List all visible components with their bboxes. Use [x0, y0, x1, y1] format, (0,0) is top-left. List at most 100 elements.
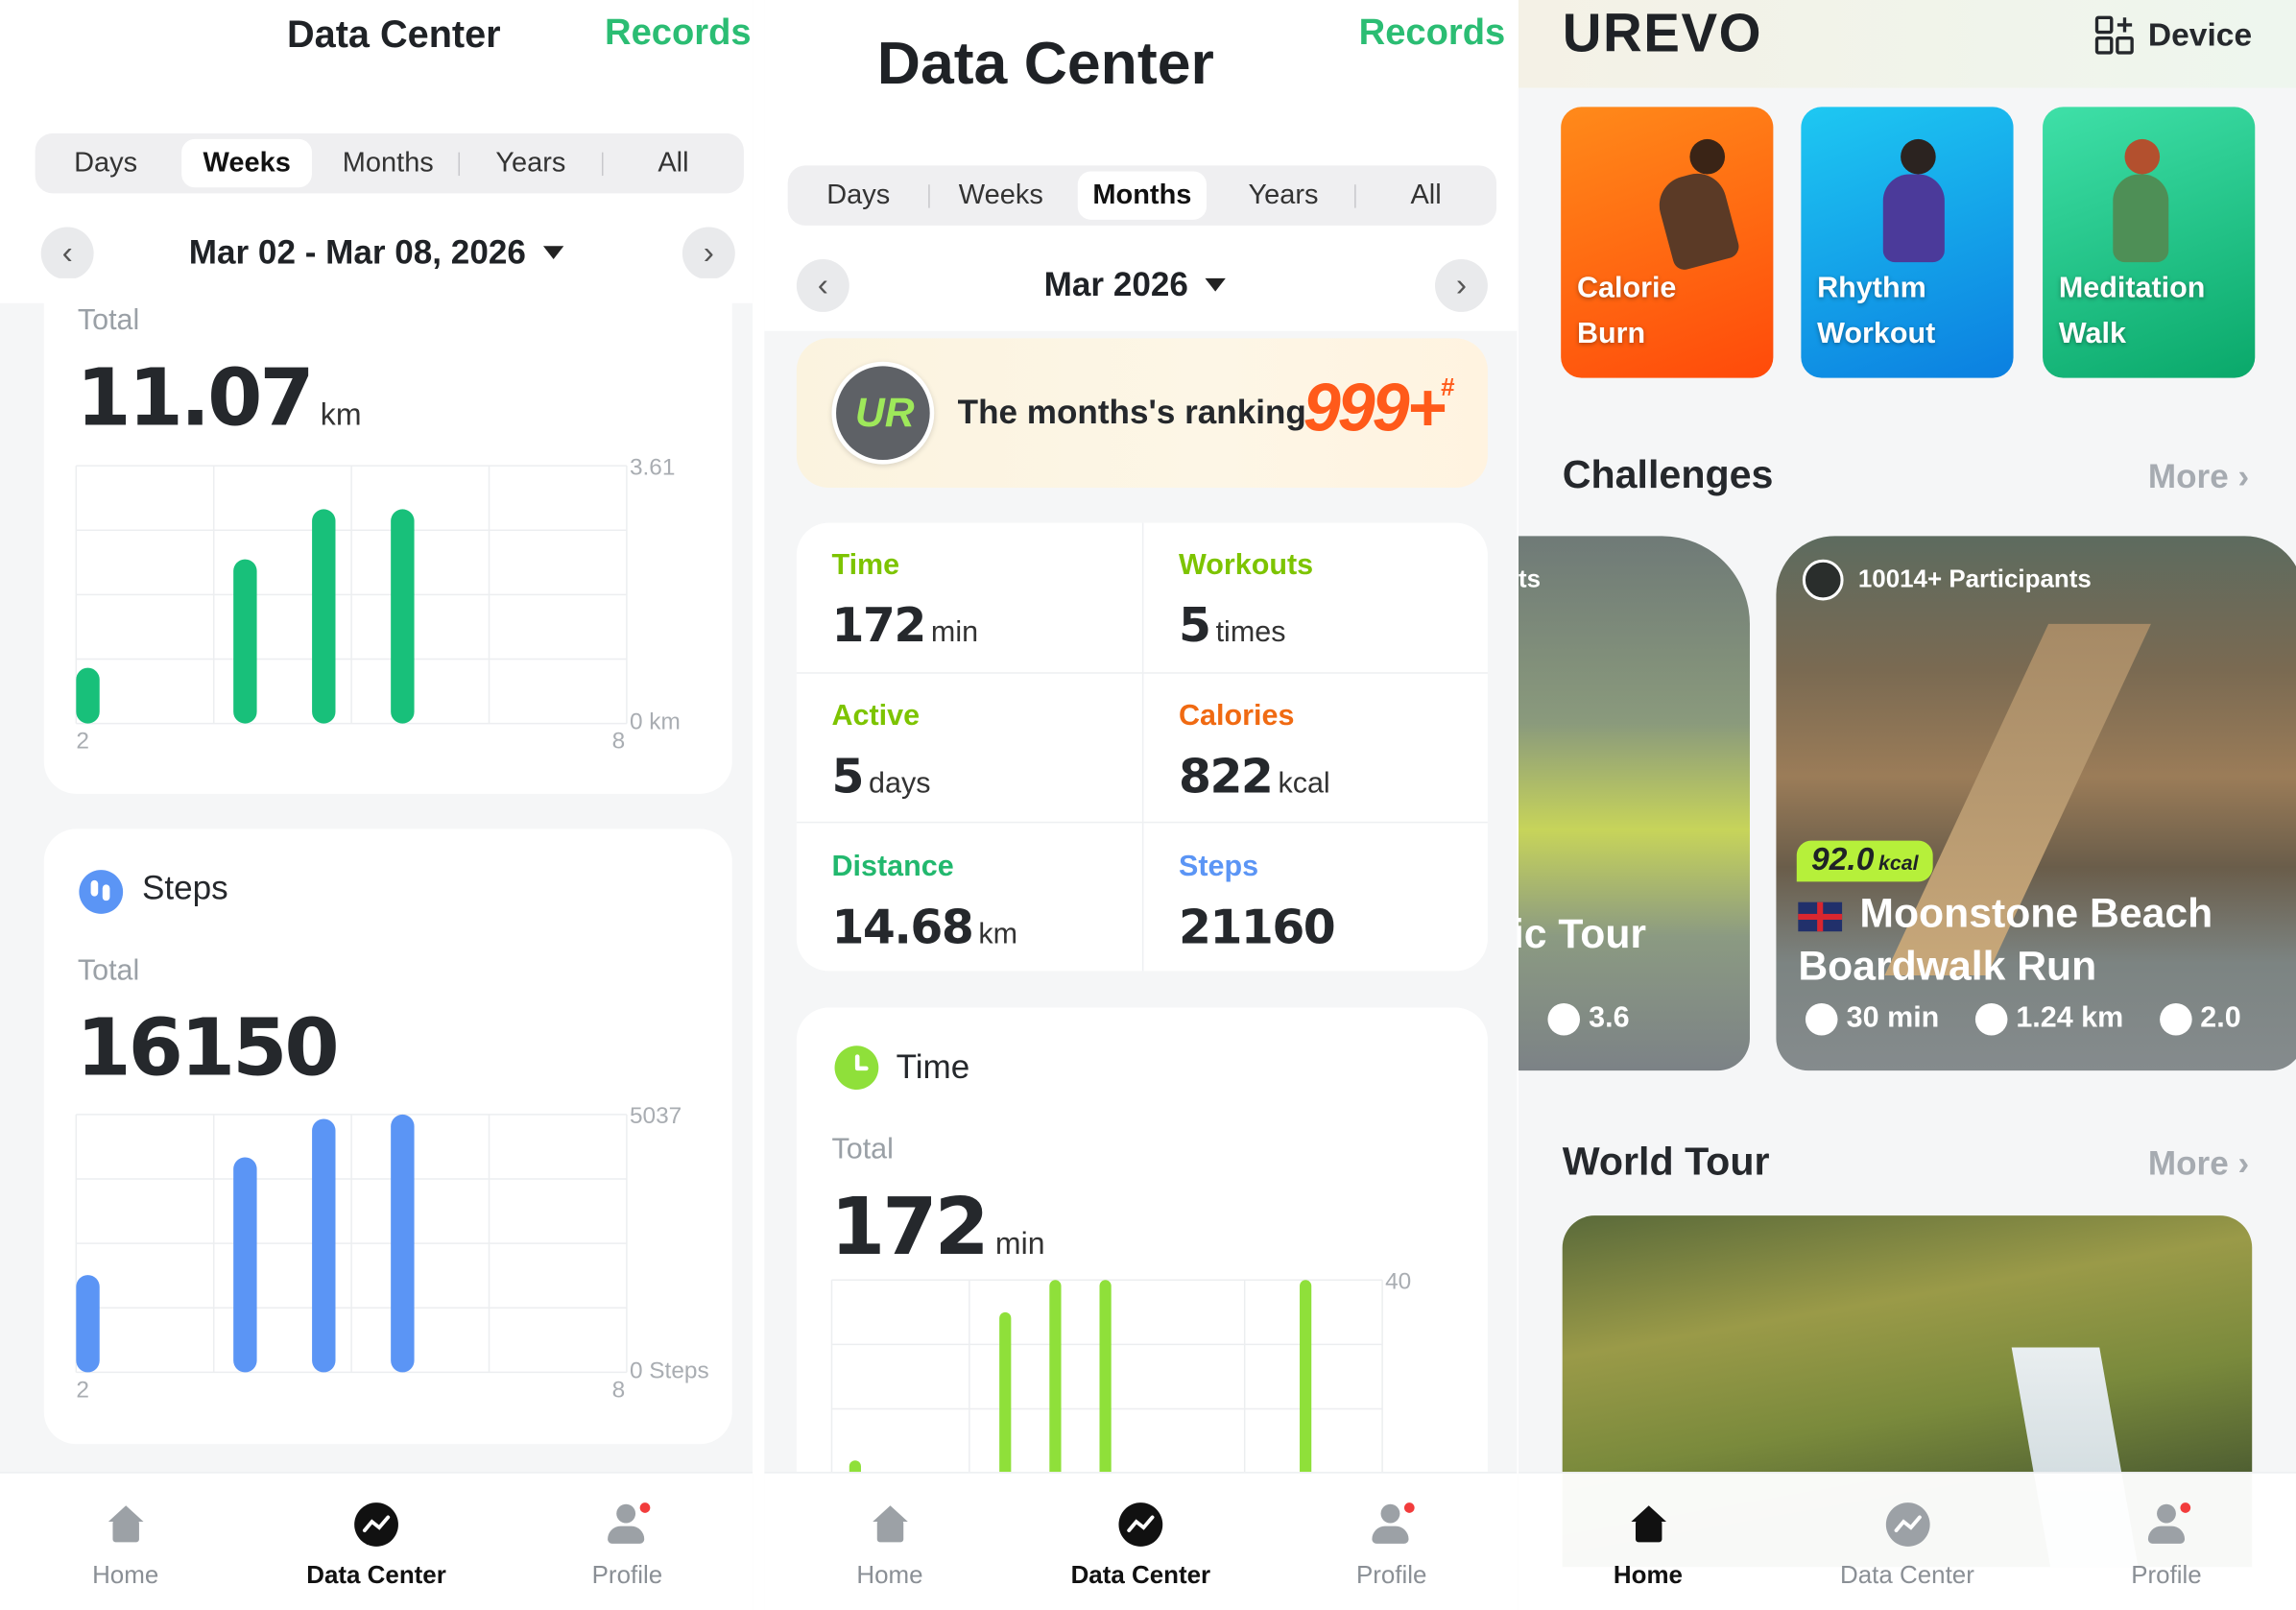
- time-card: Time Total 172 min 40: [796, 1007, 1488, 1565]
- home-screen: UREVO Device Calorie Burn Rhythm Workout M…: [1518, 0, 2296, 1610]
- total-label: Total: [77, 304, 140, 337]
- footprints-icon: [79, 870, 124, 914]
- home-icon: [865, 1500, 915, 1550]
- runner-figure: [1689, 138, 1726, 175]
- divider: [601, 151, 603, 176]
- tab-all[interactable]: All: [1410, 179, 1442, 210]
- challenge-card-previous[interactable]: ts ic Tour 3.6: [1518, 536, 1750, 1071]
- stat-time: Time 172 min: [831, 549, 978, 653]
- tab-all[interactable]: All: [658, 147, 689, 179]
- distance-value: 11.07: [76, 351, 314, 445]
- tab-months[interactable]: Months: [342, 147, 434, 179]
- device-button[interactable]: Device: [2093, 14, 2252, 56]
- athlete-figure: [1882, 174, 1945, 263]
- tile-meditation-walk[interactable]: Meditation Walk: [2043, 107, 2256, 378]
- stat-workouts: Workouts 5 times: [1179, 549, 1313, 653]
- distance-total: 11.07 km: [76, 351, 361, 444]
- title-line: Moonstone Beach: [1859, 890, 2213, 936]
- page-title: Data Center: [286, 12, 501, 56]
- tab-days[interactable]: Days: [826, 179, 891, 210]
- period-tabs: Days Weeks Months Years All: [35, 132, 744, 194]
- athlete-figure: [1901, 138, 1936, 175]
- records-link[interactable]: Records: [605, 12, 752, 53]
- tab-home-label: Home: [856, 1561, 923, 1590]
- tile-label-line: Burn: [1576, 318, 1646, 350]
- card-title: ic Tour: [1518, 910, 1647, 957]
- tab-weeks[interactable]: Weeks: [958, 179, 1043, 210]
- tab-data-center[interactable]: Data Center: [251, 1474, 501, 1610]
- tile-calorie-burn[interactable]: Calorie Burn: [1561, 107, 1774, 378]
- participants-badge: 10014+ Participants: [1802, 559, 2092, 601]
- records-link[interactable]: Records: [1358, 12, 1506, 53]
- distance-card: Total 11.07 km 3.61 0 km 2 8: [43, 277, 732, 794]
- divider: [458, 151, 461, 176]
- distance-value: 1.24 km: [2016, 1001, 2124, 1035]
- next-period-button[interactable]: ›: [1434, 259, 1488, 312]
- tab-home-label: Home: [1613, 1561, 1683, 1590]
- period-tabs: Days Weeks Months Years All: [787, 165, 1497, 226]
- prev-period-button[interactable]: ‹: [796, 259, 849, 312]
- tab-days[interactable]: Days: [74, 147, 138, 179]
- duration-value: 30 min: [1846, 1001, 1940, 1035]
- tab-weeks[interactable]: Weeks: [181, 138, 312, 188]
- total-label: Total: [831, 1133, 894, 1166]
- stat-unit: days: [869, 767, 931, 800]
- duration: 30 min: [1805, 1001, 1940, 1035]
- walker-figure: [2124, 138, 2161, 175]
- tab-profile[interactable]: Profile: [1266, 1474, 1517, 1610]
- bottom-tab-bar: Home Data Center Profile: [0, 1472, 753, 1610]
- y-axis-max-label: 40: [1385, 1268, 1411, 1294]
- tab-data-center[interactable]: Data Center: [1016, 1474, 1266, 1610]
- divider: [928, 183, 931, 207]
- y-axis-min-label: 0 Steps: [630, 1358, 709, 1383]
- bar: [233, 1157, 257, 1373]
- tab-profile[interactable]: Profile: [502, 1474, 753, 1610]
- tab-years[interactable]: Years: [1248, 179, 1319, 210]
- stat-value: 5: [1179, 597, 1211, 654]
- tab-home[interactable]: Home: [1519, 1474, 1778, 1610]
- tab-data-center[interactable]: Data Center: [1778, 1474, 2037, 1610]
- tab-home[interactable]: Home: [0, 1474, 251, 1610]
- prev-period-button[interactable]: ‹: [40, 227, 94, 280]
- stat-label: Workouts: [1179, 549, 1314, 582]
- x-axis-first-label: 2: [76, 729, 89, 755]
- challenge-card-moonstone[interactable]: 10014+ Participants 92.0 kcal Moonstone B…: [1776, 536, 2296, 1071]
- tile-rhythm-workout[interactable]: Rhythm Workout: [1801, 107, 2014, 378]
- stat-value: 14.68: [831, 899, 973, 955]
- chevron-right-icon: ›: [1455, 266, 1468, 303]
- tile-label: Rhythm Workout: [1817, 267, 1935, 358]
- distance: 1.24 km: [1974, 1001, 2124, 1035]
- bar: [312, 1118, 336, 1373]
- ranking-hash: #: [1441, 373, 1455, 401]
- challenge-title: Moonstone Beach Boardwalk Run: [1798, 887, 2212, 993]
- data-center-weeks-screen: Data Center Records Days Weeks Months Ye…: [0, 0, 753, 1610]
- tab-years[interactable]: Years: [495, 147, 566, 179]
- tab-home[interactable]: Home: [764, 1474, 1015, 1610]
- challenges-more-link[interactable]: More ›: [2148, 457, 2249, 496]
- date-range-selector[interactable]: Mar 2026: [1044, 265, 1227, 304]
- tab-profile[interactable]: Profile: [2037, 1474, 2296, 1610]
- stat-label: Active: [831, 700, 921, 733]
- walker-figure: [2113, 174, 2169, 263]
- ranking-text: The months's ranking: [957, 392, 1306, 431]
- notification-dot: [2179, 1502, 2190, 1513]
- difficulty-level: 3.6: [1547, 1001, 1630, 1035]
- next-period-button[interactable]: ›: [682, 227, 735, 280]
- tab-months[interactable]: Months: [1077, 171, 1208, 220]
- ranking-banner[interactable]: UR The months's ranking 999+ #: [796, 338, 1488, 488]
- distance-unit: km: [320, 397, 362, 433]
- stat-unit: km: [978, 918, 1018, 951]
- more-label: More: [2147, 456, 2229, 495]
- stat-label: Steps: [1179, 851, 1259, 883]
- divider: [1353, 183, 1356, 207]
- world-tour-more-link[interactable]: More ›: [2148, 1143, 2249, 1183]
- chevron-right-icon: ›: [2237, 1143, 2250, 1183]
- chevron-right-icon: ›: [703, 234, 714, 272]
- stat-steps: Steps 21160: [1179, 851, 1336, 955]
- stat-value: 21160: [1179, 899, 1336, 955]
- divider: [1141, 522, 1144, 972]
- kcal-value: 92.0: [1811, 840, 1875, 877]
- date-range-label: Mar 2026: [1043, 265, 1188, 303]
- tab-profile-label: Profile: [1355, 1561, 1427, 1590]
- date-range-selector[interactable]: Mar 02 - Mar 08, 2026: [189, 233, 564, 273]
